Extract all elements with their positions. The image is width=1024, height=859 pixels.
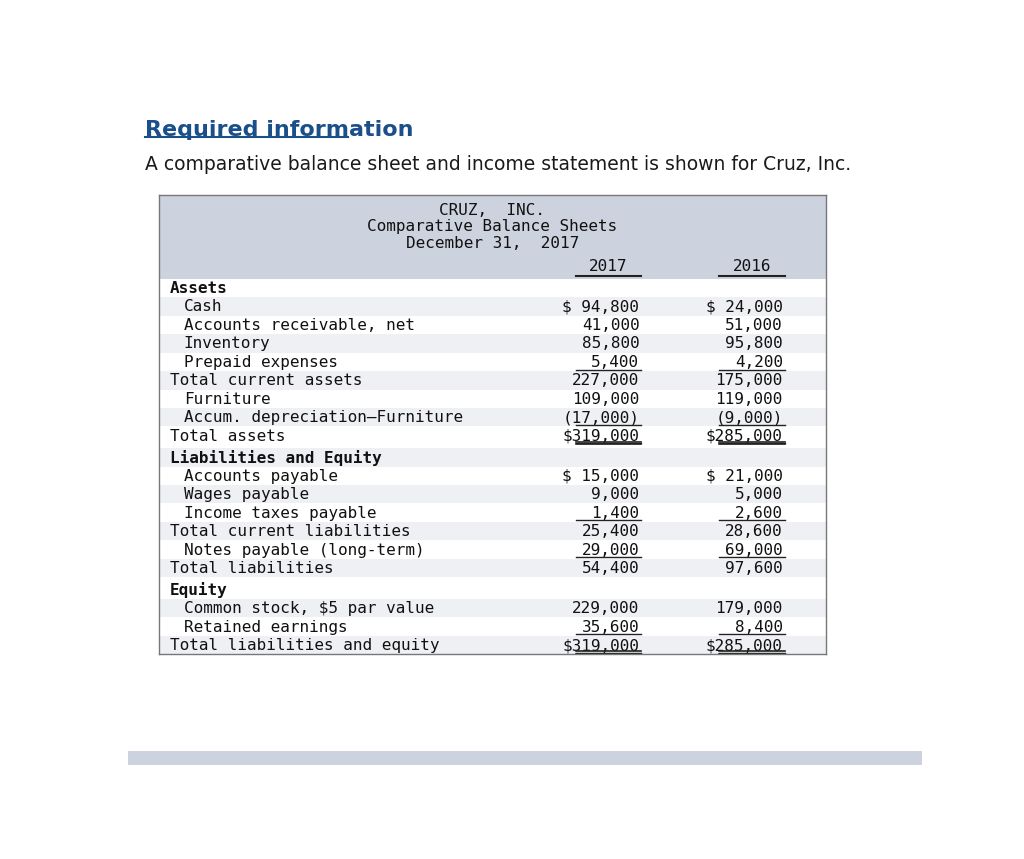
- Text: $ 24,000: $ 24,000: [706, 299, 783, 314]
- Text: Cash: Cash: [183, 299, 222, 314]
- Text: 4,200: 4,200: [735, 355, 783, 369]
- Text: 69,000: 69,000: [725, 543, 783, 557]
- Text: 35,600: 35,600: [582, 619, 640, 635]
- FancyBboxPatch shape: [128, 751, 922, 765]
- Text: $ 21,000: $ 21,000: [706, 469, 783, 484]
- FancyBboxPatch shape: [159, 334, 825, 352]
- FancyBboxPatch shape: [159, 408, 825, 426]
- Text: Retained earnings: Retained earnings: [183, 619, 347, 635]
- Text: Accounts payable: Accounts payable: [183, 469, 338, 484]
- Text: Furniture: Furniture: [183, 392, 270, 406]
- FancyBboxPatch shape: [159, 522, 825, 540]
- Text: Common stock, $5 par value: Common stock, $5 par value: [183, 601, 434, 616]
- Text: 119,000: 119,000: [716, 392, 783, 406]
- Text: Total assets: Total assets: [170, 429, 286, 443]
- Text: $319,000: $319,000: [562, 429, 640, 443]
- Text: 85,800: 85,800: [582, 336, 640, 351]
- Text: $285,000: $285,000: [706, 638, 783, 653]
- Text: CRUZ,  INC.: CRUZ, INC.: [439, 204, 545, 218]
- Text: Inventory: Inventory: [183, 336, 270, 351]
- Text: 29,000: 29,000: [582, 543, 640, 557]
- Text: 8,400: 8,400: [735, 619, 783, 635]
- Text: 5,000: 5,000: [735, 487, 783, 503]
- Text: 97,600: 97,600: [725, 561, 783, 576]
- Text: Liabilities and Equity: Liabilities and Equity: [170, 449, 382, 466]
- Text: 2,600: 2,600: [735, 506, 783, 521]
- Text: Income taxes payable: Income taxes payable: [183, 506, 376, 521]
- FancyBboxPatch shape: [159, 581, 825, 599]
- FancyBboxPatch shape: [159, 599, 825, 618]
- FancyBboxPatch shape: [159, 559, 825, 577]
- Text: Accounts receivable, net: Accounts receivable, net: [183, 318, 415, 332]
- FancyBboxPatch shape: [159, 448, 825, 466]
- Text: 179,000: 179,000: [716, 601, 783, 616]
- Text: 95,800: 95,800: [725, 336, 783, 351]
- Text: December 31,  2017: December 31, 2017: [406, 235, 579, 251]
- Text: 51,000: 51,000: [725, 318, 783, 332]
- FancyBboxPatch shape: [159, 485, 825, 503]
- FancyBboxPatch shape: [159, 389, 825, 408]
- Text: $319,000: $319,000: [562, 638, 640, 653]
- Text: 5,400: 5,400: [592, 355, 640, 369]
- FancyBboxPatch shape: [159, 466, 825, 485]
- Text: 54,400: 54,400: [582, 561, 640, 576]
- FancyBboxPatch shape: [159, 636, 825, 655]
- Text: 9,000: 9,000: [592, 487, 640, 503]
- FancyBboxPatch shape: [159, 618, 825, 636]
- Text: Total current liabilities: Total current liabilities: [170, 524, 411, 539]
- Text: $285,000: $285,000: [706, 429, 783, 443]
- FancyBboxPatch shape: [159, 278, 825, 297]
- Text: 109,000: 109,000: [572, 392, 640, 406]
- Text: Required information: Required information: [145, 120, 414, 140]
- Text: 28,600: 28,600: [725, 524, 783, 539]
- Text: A comparative balance sheet and income statement is shown for Cruz, Inc.: A comparative balance sheet and income s…: [145, 155, 851, 174]
- Text: Comparative Balance Sheets: Comparative Balance Sheets: [368, 219, 617, 235]
- Text: Assets: Assets: [170, 281, 227, 295]
- Text: (17,000): (17,000): [562, 410, 640, 425]
- Text: 227,000: 227,000: [572, 373, 640, 388]
- FancyBboxPatch shape: [159, 503, 825, 522]
- Text: (9,000): (9,000): [716, 410, 783, 425]
- Text: 2016: 2016: [732, 259, 771, 274]
- Text: $ 15,000: $ 15,000: [562, 469, 640, 484]
- Text: Wages payable: Wages payable: [183, 487, 309, 503]
- FancyBboxPatch shape: [159, 426, 825, 445]
- Text: 2017: 2017: [589, 259, 628, 274]
- Text: Prepaid expenses: Prepaid expenses: [183, 355, 338, 369]
- FancyBboxPatch shape: [159, 352, 825, 371]
- Text: 229,000: 229,000: [572, 601, 640, 616]
- Text: Total liabilities: Total liabilities: [170, 561, 334, 576]
- Text: $ 94,800: $ 94,800: [562, 299, 640, 314]
- FancyBboxPatch shape: [159, 540, 825, 559]
- FancyBboxPatch shape: [159, 297, 825, 315]
- Text: 25,400: 25,400: [582, 524, 640, 539]
- Text: Total liabilities and equity: Total liabilities and equity: [170, 638, 439, 653]
- Text: Equity: Equity: [170, 582, 227, 598]
- Text: 41,000: 41,000: [582, 318, 640, 332]
- Text: Total current assets: Total current assets: [170, 373, 362, 388]
- Text: Notes payable (long-term): Notes payable (long-term): [183, 543, 424, 557]
- FancyBboxPatch shape: [159, 196, 825, 278]
- Text: Accum. depreciation–Furniture: Accum. depreciation–Furniture: [183, 410, 463, 425]
- FancyBboxPatch shape: [159, 315, 825, 334]
- FancyBboxPatch shape: [159, 371, 825, 389]
- Text: 175,000: 175,000: [716, 373, 783, 388]
- Text: 1,400: 1,400: [592, 506, 640, 521]
